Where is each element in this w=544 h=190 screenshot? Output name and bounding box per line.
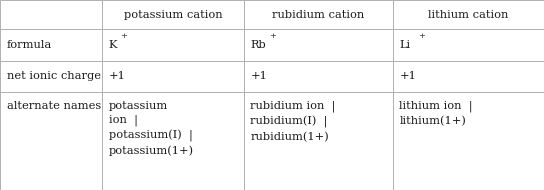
Text: net ionic charge: net ionic charge [7, 71, 101, 82]
Text: K: K [109, 40, 118, 50]
Text: +: + [120, 32, 127, 40]
Text: rubidium cation: rubidium cation [272, 10, 364, 20]
Text: +: + [269, 32, 276, 40]
Text: formula: formula [7, 40, 52, 50]
Text: potassium
ion  |
potassium(I)  |
potassium(1+): potassium ion | potassium(I) | potassium… [109, 101, 194, 156]
Text: Rb: Rb [250, 40, 266, 50]
Text: alternate names: alternate names [7, 101, 101, 111]
Text: +1: +1 [399, 71, 416, 82]
Text: potassium cation: potassium cation [123, 10, 222, 20]
Text: +: + [418, 32, 425, 40]
Text: lithium cation: lithium cation [428, 10, 509, 20]
Text: +1: +1 [250, 71, 267, 82]
Text: lithium ion  |
lithium(1+): lithium ion | lithium(1+) [399, 101, 473, 126]
Text: rubidium ion  |
rubidium(I)  |
rubidium(1+): rubidium ion | rubidium(I) | rubidium(1+… [250, 101, 336, 142]
Text: Li: Li [399, 40, 410, 50]
Text: +1: +1 [109, 71, 126, 82]
